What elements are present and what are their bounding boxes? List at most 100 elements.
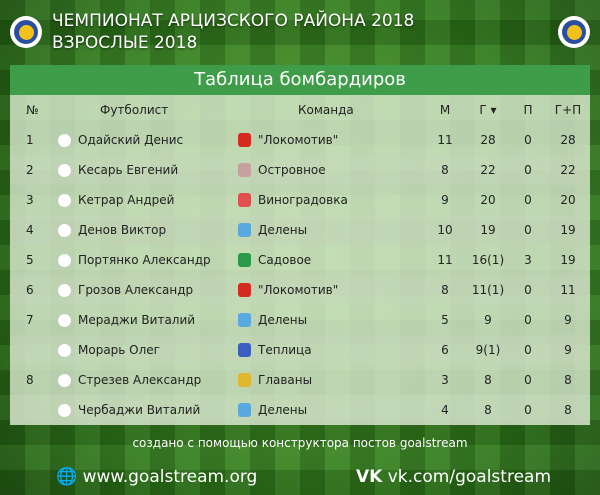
team-logo-icon <box>238 373 251 387</box>
player-avatar-icon <box>58 194 71 207</box>
matches: 10 <box>437 223 453 237</box>
matches: 4 <box>441 403 449 417</box>
goals-plus-assists: 11 <box>560 283 576 297</box>
table-row: 4 Денов Виктор Делены 10 19 0 19 <box>10 215 590 245</box>
col-matches[interactable]: М <box>439 103 451 117</box>
goals: 11(1) <box>471 283 505 297</box>
assists: 0 <box>524 283 532 297</box>
table-row: Морарь Олег Теплица 6 9(1) 0 9 <box>10 335 590 365</box>
matches: 3 <box>441 373 449 387</box>
table-title: Таблица бомбардиров <box>10 65 590 95</box>
goals: 20 <box>480 193 496 207</box>
vk-link[interactable]: VK vk.com/goalstream <box>356 467 551 487</box>
goals: 16(1) <box>471 253 505 267</box>
assists: 0 <box>524 373 532 387</box>
league-logo-left <box>10 16 42 48</box>
table-row: Чербаджи Виталий Делены 4 8 0 8 <box>10 395 590 425</box>
table-row: 5 Портянко Александр Садовое 11 16(1) 3 … <box>10 245 590 275</box>
player-name[interactable]: Морарь Олег <box>78 343 160 357</box>
team-logo-icon <box>238 403 251 417</box>
table-row: 3 Кетрар Андрей Виноградовка 9 20 0 20 <box>10 185 590 215</box>
team-logo-icon <box>238 343 251 357</box>
assists: 0 <box>524 403 532 417</box>
rank: 7 <box>26 313 34 327</box>
team-logo-icon <box>238 193 251 207</box>
player-name[interactable]: Стрезев Александр <box>78 373 202 387</box>
col-player[interactable]: Футболист <box>100 103 169 117</box>
title-line-1: ЧЕМПИОНАТ АРЦИЗСКОГО РАЙОНА 2018 <box>52 11 415 31</box>
goals-plus-assists: 9 <box>564 343 572 357</box>
matches: 9 <box>441 193 449 207</box>
matches: 11 <box>437 133 453 147</box>
credit-text: создано с помощью конструктора постов go… <box>132 436 468 450</box>
team-name[interactable]: Островное <box>258 163 326 177</box>
team-logo-icon <box>238 223 251 237</box>
goals-plus-assists: 19 <box>560 223 576 237</box>
team-name[interactable]: Делены <box>258 313 308 327</box>
goals-plus-assists: 20 <box>560 193 576 207</box>
table-header-row: № Футболист Команда М Г ▾ П Г+П <box>10 95 590 125</box>
col-goals-assists[interactable]: Г+П <box>554 103 582 117</box>
team-name[interactable]: Садовое <box>258 253 312 267</box>
player-name[interactable]: Кетрар Андрей <box>78 193 175 207</box>
player-name[interactable]: Портянко Александр <box>78 253 211 267</box>
vk-icon: VK <box>356 467 383 487</box>
assists: 0 <box>524 223 532 237</box>
team-logo-icon <box>238 253 251 267</box>
goals: 8 <box>484 373 492 387</box>
table-row: 1 Одайский Денис "Локомотив" 11 28 0 28 <box>10 125 590 155</box>
goals-plus-assists: 9 <box>564 313 572 327</box>
team-name[interactable]: Виноградовка <box>258 193 348 207</box>
team-name[interactable]: Главаны <box>258 373 313 387</box>
team-name[interactable]: Делены <box>258 403 308 417</box>
matches: 5 <box>441 313 449 327</box>
player-name[interactable]: Одайский Денис <box>78 133 184 147</box>
rank: 2 <box>26 163 34 177</box>
vk-text: vk.com/goalstream <box>387 467 552 487</box>
player-name[interactable]: Грозов Александр <box>78 283 194 297</box>
globe-icon: 🌐 <box>56 467 78 487</box>
goals-plus-assists: 22 <box>560 163 576 177</box>
goals-plus-assists: 19 <box>560 253 576 267</box>
goals-plus-assists: 8 <box>564 373 572 387</box>
rank: 5 <box>26 253 34 267</box>
team-logo-icon <box>238 133 251 147</box>
player-avatar-icon <box>58 254 71 267</box>
team-name[interactable]: "Локомотив" <box>258 133 339 147</box>
assists: 0 <box>524 193 532 207</box>
team-logo-icon <box>238 163 251 177</box>
website-link[interactable]: 🌐 www.goalstream.org <box>56 467 257 487</box>
team-name[interactable]: Теплица <box>258 343 312 357</box>
goals: 19 <box>480 223 496 237</box>
rank: 4 <box>26 223 34 237</box>
goals-plus-assists: 8 <box>564 403 572 417</box>
player-avatar-icon <box>58 374 71 387</box>
goals: 9 <box>484 313 492 327</box>
col-assists[interactable]: П <box>523 103 533 117</box>
matches: 8 <box>441 283 449 297</box>
player-name[interactable]: Мераджи Виталий <box>78 313 196 327</box>
table-row: 8 Стрезев Александр Главаны 3 8 0 8 <box>10 365 590 395</box>
team-name[interactable]: "Локомотив" <box>258 283 339 297</box>
goals-plus-assists: 28 <box>560 133 576 147</box>
matches: 8 <box>441 163 449 177</box>
col-goals-sorted[interactable]: Г ▾ <box>479 103 497 117</box>
rank: 3 <box>26 193 34 207</box>
scorers-table: Таблица бомбардиров № Футболист Команда … <box>10 65 590 425</box>
goals: 22 <box>480 163 496 177</box>
table-row: 2 Кесарь Евгений Островное 8 22 0 22 <box>10 155 590 185</box>
rank: 1 <box>26 133 34 147</box>
player-name[interactable]: Кесарь Евгений <box>78 163 179 177</box>
team-logo-icon <box>238 283 251 297</box>
table-row: 6 Грозов Александр "Локомотив" 8 11(1) 0… <box>10 275 590 305</box>
team-name[interactable]: Делены <box>258 223 308 237</box>
goals: 8 <box>484 403 492 417</box>
player-name[interactable]: Денов Виктор <box>78 223 167 237</box>
col-num: № <box>26 103 39 117</box>
league-logo-right <box>558 16 590 48</box>
player-name[interactable]: Чербаджи Виталий <box>78 403 201 417</box>
website-text: www.goalstream.org <box>82 467 258 487</box>
title-line-2: ВЗРОСЛЫЕ 2018 <box>52 33 198 53</box>
col-team[interactable]: Команда <box>298 103 354 117</box>
assists: 0 <box>524 133 532 147</box>
